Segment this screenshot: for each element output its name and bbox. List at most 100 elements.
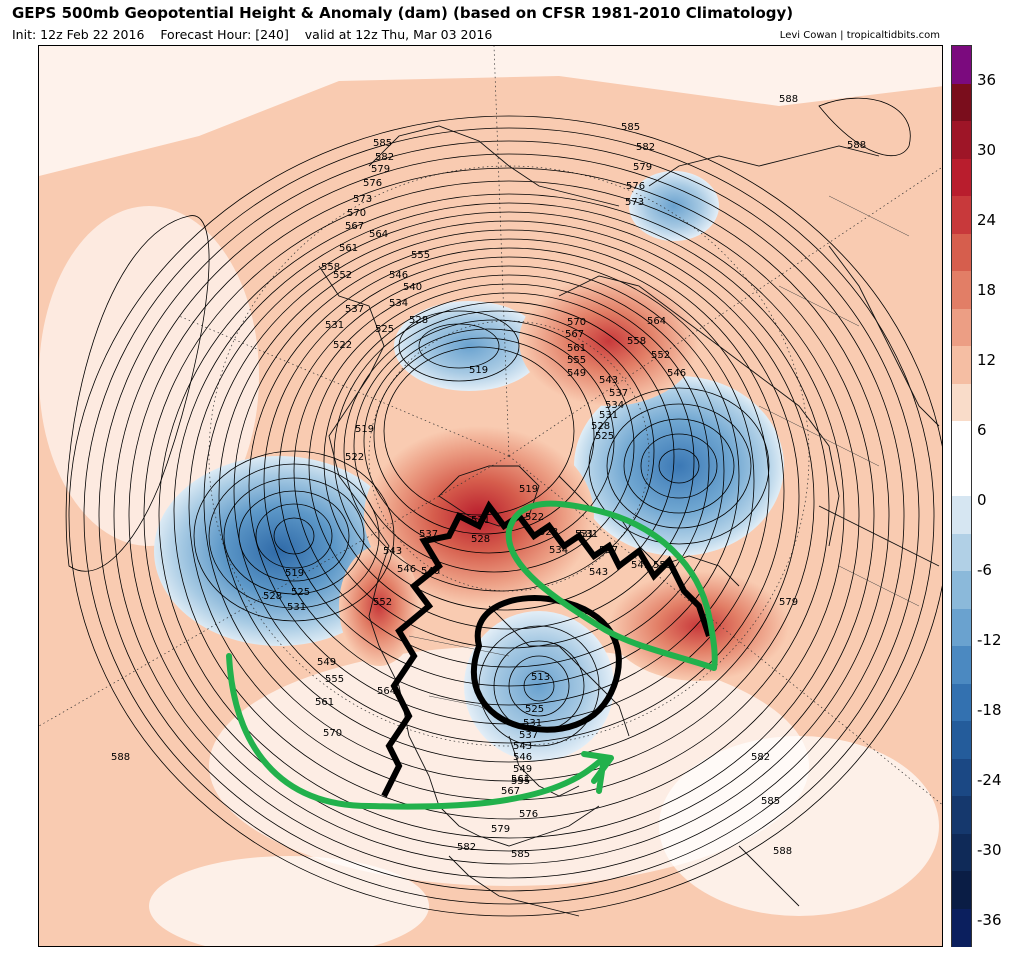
colorbar-segment xyxy=(952,46,971,84)
contour-label: 549 xyxy=(317,657,336,668)
contour-label: 555 xyxy=(511,776,530,787)
contour-label: 552 xyxy=(373,597,392,608)
contour-label: 543 xyxy=(589,567,608,578)
contour-label: 564 xyxy=(369,229,388,240)
neutral-area-south xyxy=(659,736,939,916)
init-time: Init: 12z Feb 22 2016 xyxy=(12,27,145,42)
teardrop-annotation xyxy=(505,500,718,671)
low-annotation-circle xyxy=(471,595,622,733)
contour-label: 567 xyxy=(501,786,520,797)
colorbar-segment xyxy=(952,458,971,497)
neutral-area-north xyxy=(39,46,942,176)
contour-label: 582 xyxy=(636,142,655,153)
chart-title: GEPS 500mb Geopotential Height & Anomaly… xyxy=(12,4,794,22)
colorbar-segment xyxy=(952,308,971,347)
contour-label: 522 xyxy=(333,340,352,351)
positive-anomaly-north xyxy=(519,276,699,406)
contour-label: 531 xyxy=(471,515,490,526)
colorbar-segment xyxy=(952,533,971,572)
contour-label: 558 xyxy=(321,262,340,273)
contour-label: 588 xyxy=(111,752,130,763)
subtitle-line: Init: 12z Feb 22 2016 Forecast Hour: [24… xyxy=(12,27,492,42)
contour-label: 525 xyxy=(595,431,614,442)
colorbar-segment xyxy=(952,908,971,947)
contour-label: 531 xyxy=(523,718,542,729)
colorbar-segment xyxy=(952,346,971,384)
contour-label: 564 xyxy=(377,686,396,697)
contour-label: 582 xyxy=(457,842,476,853)
contour-label: 567 xyxy=(345,221,364,232)
colorbar-label: 24 xyxy=(977,211,997,229)
neutral-area-southwest xyxy=(149,856,429,946)
contour-label: 519 xyxy=(519,484,538,495)
contour-label: 531 xyxy=(599,410,618,421)
negative-anomaly-east xyxy=(574,376,784,556)
colorbar-label: 18 xyxy=(977,281,997,299)
colorbar-segment xyxy=(952,833,971,872)
neutral-area-pacific xyxy=(39,206,259,546)
colorbar-segment xyxy=(952,646,971,684)
contour-label: 576 xyxy=(626,181,645,192)
contour-label: 567 xyxy=(565,329,584,340)
contour-label: 534 xyxy=(605,400,624,411)
contour-label: 519 xyxy=(469,365,488,376)
colorbar-label: -18 xyxy=(977,701,1002,719)
contour-label: 549 xyxy=(513,764,532,775)
colorbar-label: -12 xyxy=(977,631,1002,649)
colorbar-segment xyxy=(952,383,971,422)
colorbar-label: 30 xyxy=(977,141,997,159)
contour-label: 588 xyxy=(847,140,866,151)
contour-label: 561 xyxy=(511,774,530,785)
contour-label: 564 xyxy=(647,316,666,327)
contour-label: 570 xyxy=(567,317,586,328)
contour-label: 537 xyxy=(419,529,438,540)
contour-label: 561 xyxy=(339,243,358,254)
colorbar-segment xyxy=(952,871,971,909)
graticule xyxy=(39,46,942,805)
contour-label: 543 xyxy=(599,375,618,386)
contour-label: 549 xyxy=(567,368,586,379)
colorbar-label: -36 xyxy=(977,911,1002,929)
colorbar-label: -24 xyxy=(977,771,1002,789)
contour-label: 555 xyxy=(325,674,344,685)
colorbar-label: -6 xyxy=(977,561,992,579)
colorbar-label: 0 xyxy=(977,491,987,509)
contour-label: 528 xyxy=(263,591,282,602)
colorbar-segment xyxy=(952,421,971,459)
contour-label: 540 xyxy=(421,566,440,577)
colorbar xyxy=(951,45,972,947)
contour-label: 582 xyxy=(751,752,770,763)
contour-label: 528 xyxy=(409,315,428,326)
colorbar-segment xyxy=(952,721,971,759)
contour-label: 537 xyxy=(599,545,618,556)
contour-label: 528 xyxy=(591,421,610,432)
negative-anomaly-center xyxy=(464,611,614,761)
contour-label: 570 xyxy=(347,208,366,219)
ridge-annotation-line xyxy=(381,500,712,798)
contour-label: 546 xyxy=(513,752,532,763)
contour-label: 555 xyxy=(567,355,586,366)
contour-label: 585 xyxy=(511,849,530,860)
contour-label: 543 xyxy=(513,741,532,752)
positive-anomaly-center xyxy=(364,426,594,606)
colorbar-segment xyxy=(952,121,971,159)
colorbar-segment xyxy=(952,496,971,534)
contour-label: 531 xyxy=(287,602,306,613)
contour-label: 579 xyxy=(633,162,652,173)
colorbar-segment xyxy=(952,271,971,309)
colorbar-segment xyxy=(952,796,971,834)
contour-label: 576 xyxy=(363,178,382,189)
contour-label: 552 xyxy=(651,350,670,361)
contour-label: 531 xyxy=(325,320,344,331)
contour-label: 525 xyxy=(525,704,544,715)
credit: Levi Cowan | tropicaltidbits.com xyxy=(779,30,940,41)
contour-label: 573 xyxy=(625,197,644,208)
contour-label: 561 xyxy=(567,343,586,354)
colorbar-segment xyxy=(952,158,971,197)
contour-label: 570 xyxy=(323,728,342,739)
contour-label: 525 xyxy=(375,324,394,335)
contour-label: 588 xyxy=(773,846,792,857)
contour-label: 576 xyxy=(519,809,538,820)
contour-label: 540 xyxy=(403,282,422,293)
colorbar-segment xyxy=(952,233,971,272)
